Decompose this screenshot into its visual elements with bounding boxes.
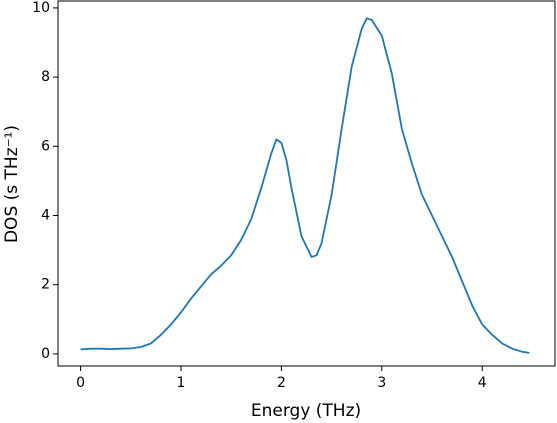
data-line xyxy=(80,17,530,354)
y-tick-label: 0 xyxy=(41,346,50,362)
plot-frame xyxy=(57,0,556,367)
y-tick-label: 10 xyxy=(32,0,50,16)
y-axis-label: DOS (s THz⁻¹) xyxy=(2,125,22,243)
x-tick-label: 0 xyxy=(76,375,85,391)
x-tick-label: 2 xyxy=(277,375,286,391)
y-tick-label: 2 xyxy=(41,277,50,293)
x-axis-label: Energy (THz) xyxy=(251,401,361,421)
y-tick-label: 4 xyxy=(41,208,50,224)
y-tick-label: 8 xyxy=(41,69,50,85)
x-tick-label: 4 xyxy=(478,375,487,391)
x-tick-label: 1 xyxy=(177,375,186,391)
y-tick-label: 6 xyxy=(41,138,50,154)
x-tick-label: 3 xyxy=(377,375,386,391)
